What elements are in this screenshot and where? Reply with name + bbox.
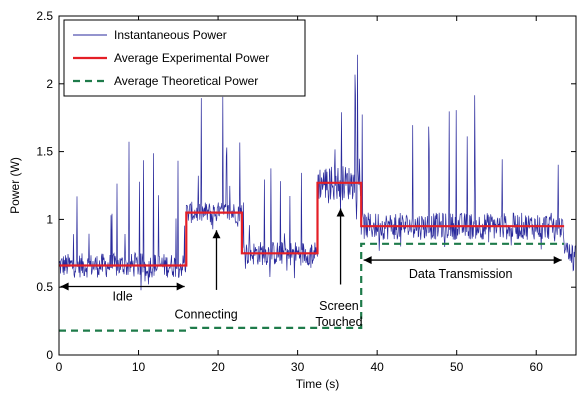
arrow-head <box>60 282 69 291</box>
arrow-head <box>336 208 345 217</box>
arrow-head <box>176 282 185 291</box>
screen-label: Screen <box>319 299 359 313</box>
x-tick-label: 0 <box>56 360 63 374</box>
data-transmission-label: Data Transmission <box>409 267 513 281</box>
plot-frame <box>58 15 577 356</box>
touched-label: Touched <box>315 315 362 329</box>
data-label-bg <box>391 265 530 284</box>
y-axis-label: Power (W) <box>8 157 22 214</box>
idle-label: Idle <box>113 290 133 304</box>
series-average-experimental-power <box>59 181 565 267</box>
legend-theoretical-label: Average Theoretical Power <box>114 74 258 88</box>
arrow-head <box>363 256 372 265</box>
x-tick-label: 10 <box>132 360 146 374</box>
connecting-label: Connecting <box>175 307 238 321</box>
series-average-theoretical-power <box>59 242 565 332</box>
series-layer <box>59 54 576 332</box>
annotations: Idle Connecting Screen Touched Data Transmis… <box>60 208 562 329</box>
x-tick-label: 30 <box>291 360 305 374</box>
tick-labels: 0 10 20 30 40 50 60 0 0.5 1 1.5 2 2.5 <box>36 9 543 374</box>
y-tick-label: 0 <box>46 348 53 362</box>
x-tick-label: 60 <box>530 360 544 374</box>
y-tick-label: 0.5 <box>36 280 53 294</box>
series-instantaneous-power <box>59 54 576 291</box>
arrow-head <box>553 256 562 265</box>
legend-experimental-label: Average Experimental Power <box>114 51 269 65</box>
legend-instantaneous-label: Instantaneous Power <box>114 28 227 42</box>
y-tick-label: 1.5 <box>36 145 53 159</box>
arrow-head <box>212 230 221 239</box>
x-axis-label: Time (s) <box>296 377 340 391</box>
x-tick-label: 20 <box>211 360 225 374</box>
y-tick-label: 2.5 <box>36 9 53 23</box>
y-tick-label: 1 <box>46 212 53 226</box>
x-tick-label: 40 <box>370 360 384 374</box>
y-tick-label: 2 <box>46 77 53 91</box>
legend: Instantaneous Power Average Experimental … <box>63 19 306 97</box>
x-tick-label: 50 <box>450 360 464 374</box>
